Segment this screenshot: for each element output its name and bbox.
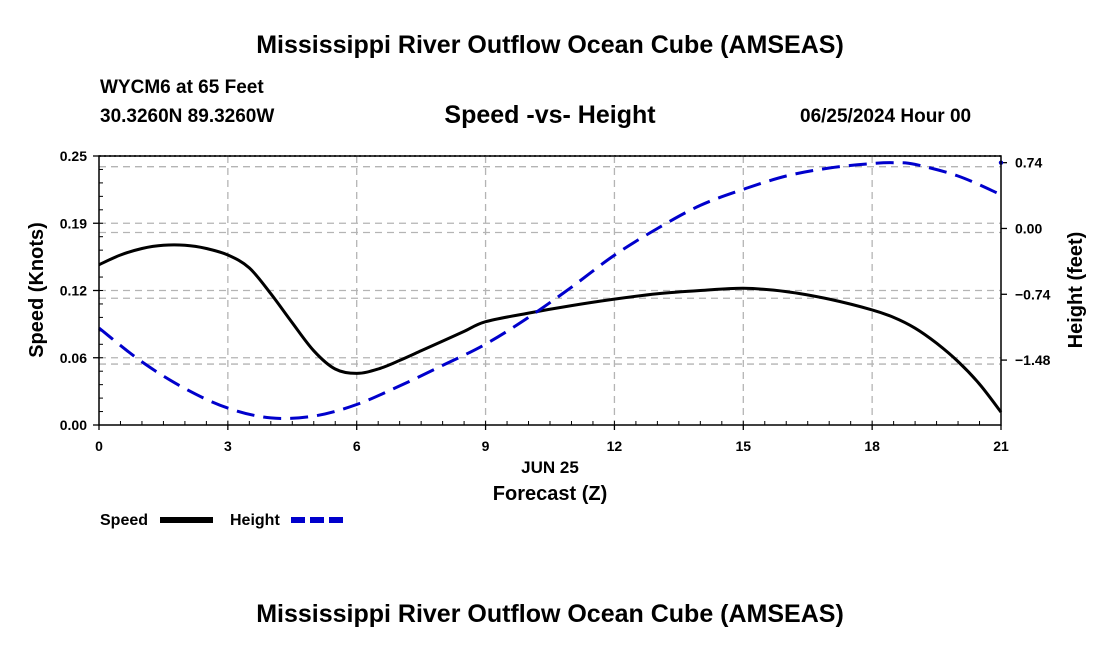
legend-height-label: Height <box>230 512 280 529</box>
y2-tick-label: −1.48 <box>1015 352 1051 368</box>
legend: Speed Height <box>100 512 344 529</box>
x-tick-label: 3 <box>224 438 232 454</box>
x-tick-label: 12 <box>607 438 623 454</box>
axis-labels: 0 3 6 9 12 15 18 21 0.00 0.06 0.12 0.19 0.25 −1.48 −0.… <box>26 148 1087 505</box>
y2-tick-label: 0.00 <box>1015 220 1042 236</box>
y2-tick-label: −0.74 <box>1015 286 1051 302</box>
y-tick-label: 0.19 <box>60 215 87 231</box>
plot-frame <box>98 155 1002 426</box>
y-axis-label: Speed (Knots) <box>26 222 48 358</box>
chart-subtitle: Speed -vs- Height <box>444 101 656 129</box>
y-tick-label: 0.06 <box>60 350 87 366</box>
y2-axis-label: Height (feet) <box>1065 232 1087 349</box>
height-series-line <box>98 161 1002 420</box>
station-coordinates: 30.3260N 89.3260W <box>100 106 275 127</box>
x-tick-label: 6 <box>353 438 361 454</box>
footer-title: Mississippi River Outflow Ocean Cube (AM… <box>256 600 844 628</box>
x-tick-label: 15 <box>735 438 751 454</box>
series-lines <box>98 161 1003 420</box>
x-tick-label: 9 <box>482 438 490 454</box>
x-axis-date-label: JUN 25 <box>521 458 579 477</box>
forecast-date: 06/25/2024 Hour 00 <box>800 106 972 127</box>
axis-ticks <box>93 155 1007 430</box>
x-tick-label: 0 <box>95 438 103 454</box>
x-tick-label: 21 <box>993 438 1009 454</box>
x-axis-label: Forecast (Z) <box>493 483 607 505</box>
grid-lines <box>99 155 1001 425</box>
speed-series-line <box>98 243 1003 414</box>
x-tick-label: 18 <box>864 438 880 454</box>
station-label: WYCM6 at 65 Feet <box>100 77 264 98</box>
legend-speed-label: Speed <box>100 512 148 529</box>
y2-tick-label: 0.74 <box>1015 155 1042 171</box>
chart-title: Mississippi River Outflow Ocean Cube (AM… <box>256 31 844 59</box>
y-tick-label: 0.00 <box>60 417 87 433</box>
y-tick-label: 0.25 <box>60 148 87 164</box>
y-tick-label: 0.12 <box>60 283 87 299</box>
